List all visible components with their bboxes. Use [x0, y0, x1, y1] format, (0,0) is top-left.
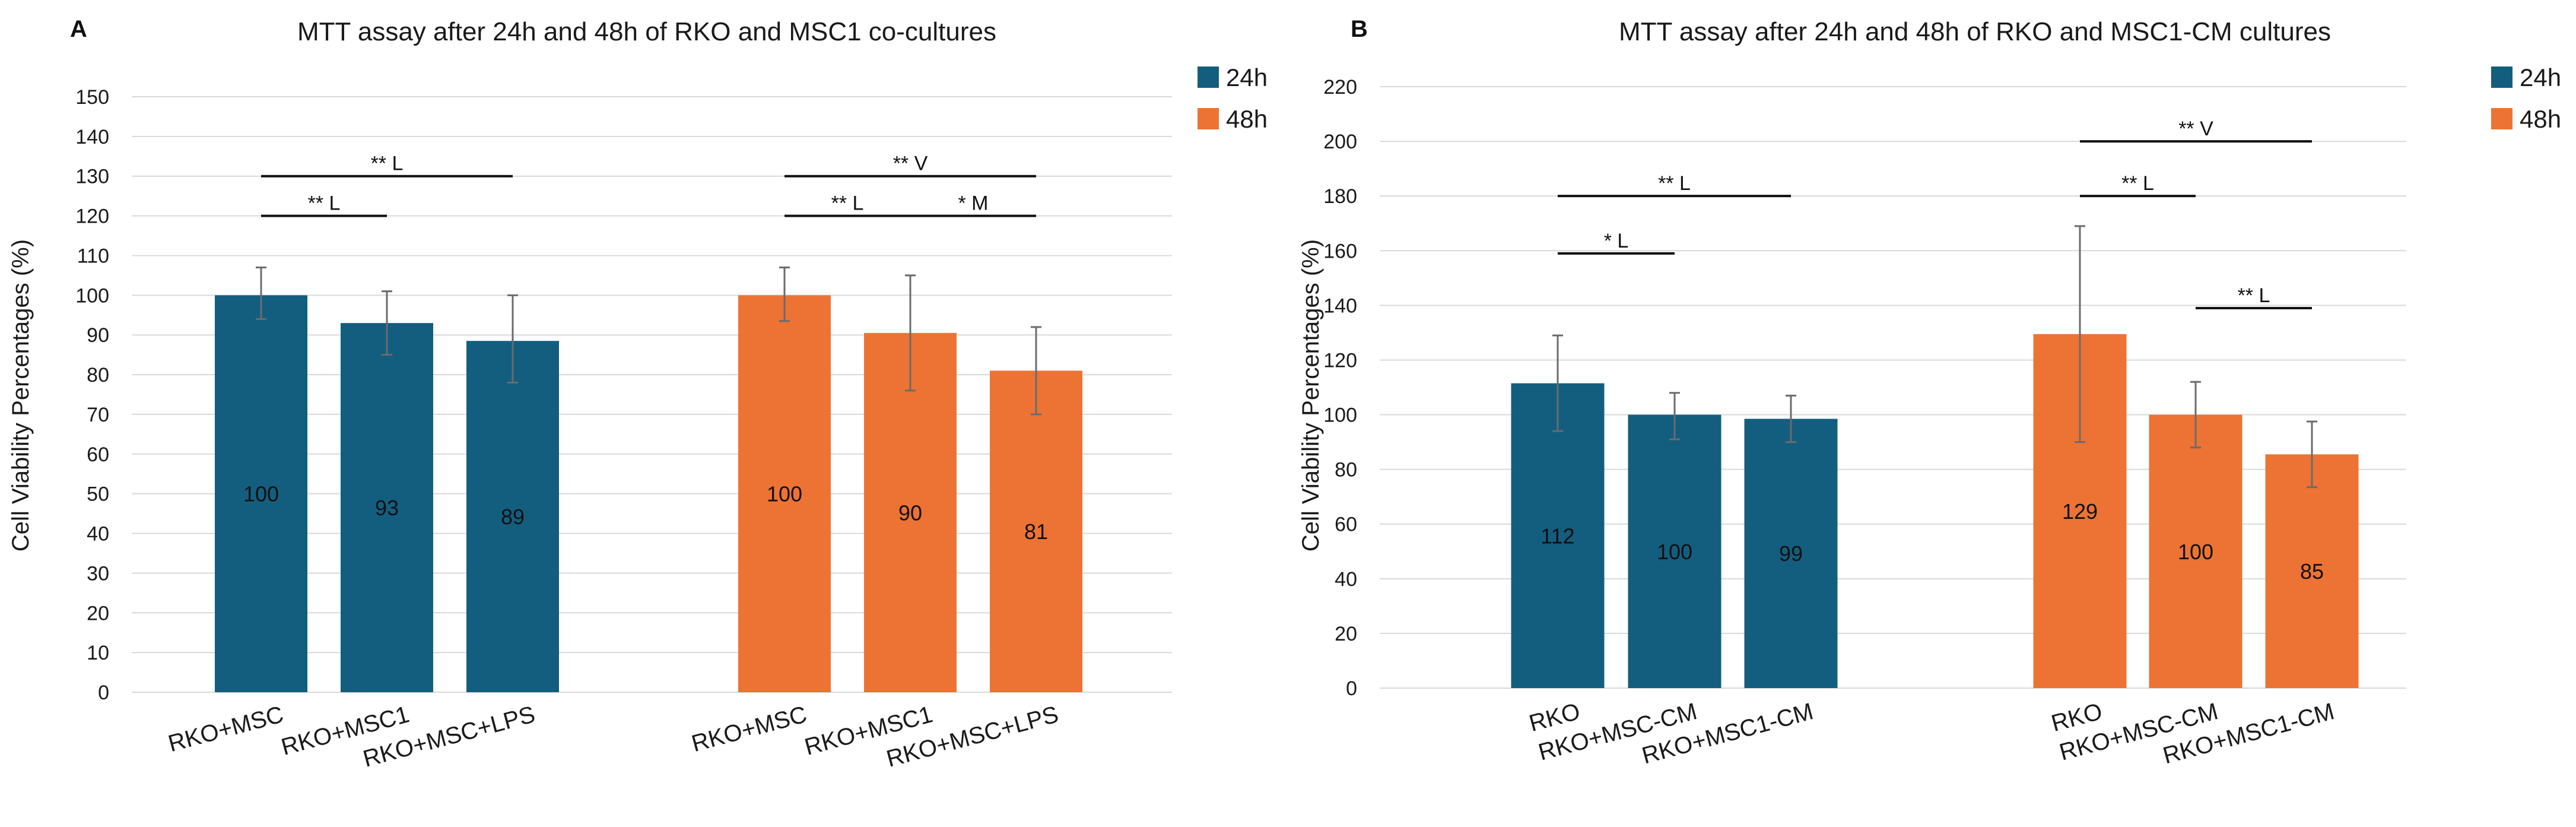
y-tick-label: 110: [77, 245, 109, 267]
bar: [864, 332, 957, 692]
x-tick-label: RKO+MSC: [689, 701, 810, 757]
data-label: 100: [1657, 540, 1692, 564]
y-tick-label: 80: [1335, 459, 1357, 481]
y-tick-label: 160: [1323, 240, 1357, 262]
significance-label: ** L: [1658, 172, 1691, 195]
significance-label: ** L: [2121, 172, 2154, 195]
bar: [990, 370, 1082, 692]
y-tick-label: 60: [87, 443, 109, 466]
data-label: 90: [898, 500, 922, 525]
y-tick-label: 130: [75, 166, 109, 188]
data-label: 100: [2178, 540, 2213, 564]
bar: [341, 323, 433, 692]
y-tick-label: 20: [1335, 623, 1357, 645]
significance-label: ** L: [831, 192, 864, 215]
bar: [1744, 419, 1838, 688]
significance-label: * M: [958, 192, 989, 215]
y-tick-label: 90: [87, 324, 109, 347]
bar: [215, 295, 307, 692]
y-tick-label: 180: [1323, 185, 1357, 208]
bar: [738, 295, 831, 692]
data-label: 99: [1779, 541, 1803, 566]
y-tick-label: 80: [87, 364, 109, 386]
chart-title: MTT assay after 24h and 48h of RKO and M…: [297, 17, 996, 46]
data-label: 85: [2300, 559, 2324, 584]
panel-label-A: A: [70, 16, 87, 42]
significance-label: ** L: [371, 153, 404, 175]
data-label: 100: [767, 482, 802, 506]
y-tick-label: 50: [87, 483, 109, 506]
significance-label: * L: [1604, 230, 1629, 252]
y-tick-label: 140: [1323, 294, 1357, 317]
y-tick-label: 120: [1323, 349, 1357, 372]
y-tick-label: 0: [98, 682, 109, 704]
legend-label: 48h: [1226, 105, 1268, 133]
legend-label: 48h: [2520, 105, 2561, 133]
x-tick-label: RKO+MSC: [166, 701, 287, 757]
legend-swatch-24h: [1198, 66, 1219, 88]
legend-label: 24h: [1226, 64, 1268, 91]
y-tick-label: 60: [1335, 514, 1357, 536]
y-tick-label: 70: [87, 404, 109, 426]
y-tick-label: 120: [75, 205, 109, 228]
y-tick-label: 100: [75, 284, 109, 307]
y-tick-label: 40: [1335, 568, 1357, 591]
data-label: 89: [501, 505, 525, 529]
chart-title: MTT assay after 24h and 48h of RKO and M…: [1619, 17, 2331, 46]
y-tick-label: 100: [1323, 404, 1357, 427]
bar: [2149, 414, 2243, 688]
significance-label: ** V: [893, 153, 928, 175]
data-label: 129: [2062, 499, 2098, 524]
y-axis-label: Cell Viability Percentages (%): [8, 239, 34, 552]
significance-label: ** V: [2178, 118, 2213, 140]
legend-swatch-48h: [2491, 108, 2513, 129]
y-tick-label: 20: [87, 602, 109, 625]
y-axis-label: Cell Viability Percentages (%): [1298, 239, 1324, 552]
y-tick-label: 0: [1346, 677, 1357, 700]
panel-label-B: B: [1351, 16, 1368, 42]
y-tick-label: 150: [75, 86, 109, 109]
y-tick-label: 220: [1323, 76, 1357, 99]
legend-swatch-24h: [2491, 66, 2513, 88]
y-tick-label: 40: [87, 523, 109, 546]
y-tick-label: 200: [1323, 131, 1357, 153]
data-label: 112: [1540, 524, 1574, 548]
y-tick-label: 10: [87, 642, 109, 664]
data-label: 100: [243, 482, 279, 506]
data-label: 81: [1024, 519, 1048, 544]
legend-swatch-48h: [1198, 108, 1219, 129]
y-tick-label: 140: [75, 126, 109, 148]
y-tick-label: 30: [87, 562, 109, 585]
significance-label: ** L: [2238, 284, 2270, 307]
bar: [1628, 414, 1721, 688]
bar: [2265, 454, 2359, 688]
legend-label: 24h: [2520, 64, 2561, 91]
data-label: 93: [375, 496, 399, 520]
bar: [466, 341, 559, 692]
bar: [1511, 383, 1605, 688]
significance-label: ** L: [308, 192, 341, 215]
